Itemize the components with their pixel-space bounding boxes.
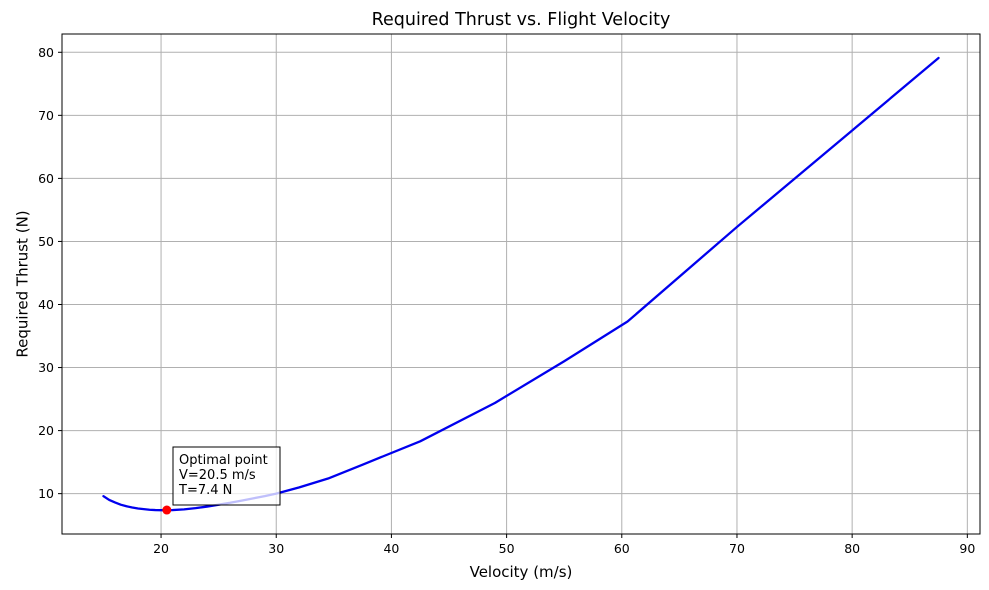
y-tick-label: 80: [38, 45, 54, 60]
annotation-text-line: Optimal point: [179, 453, 268, 468]
x-axis-label: Velocity (m/s): [470, 563, 573, 581]
grid: [62, 34, 980, 534]
chart-title: Required Thrust vs. Flight Velocity: [372, 10, 671, 30]
x-tick-label: 30: [268, 541, 284, 556]
y-axis-label: Required Thrust (N): [13, 210, 31, 357]
x-tick-label: 50: [499, 541, 515, 556]
thrust-curve: [102, 56, 940, 512]
x-tick-label: 60: [614, 541, 630, 556]
y-tick-label: 40: [38, 297, 54, 312]
x-tick-label: 40: [383, 541, 399, 556]
annotation-box: [172, 446, 281, 506]
annotation-text-line: T=7.4 N: [178, 483, 232, 498]
y-tick-label: 50: [38, 234, 54, 249]
x-tick-label: 90: [959, 541, 975, 556]
y-tick-label: 60: [38, 171, 54, 186]
y-tick-label: 30: [38, 360, 54, 375]
plot-frame: [61, 33, 981, 535]
series-layer: [102, 56, 940, 512]
y-tick-label: 10: [38, 486, 54, 501]
y-tick-label: 20: [38, 423, 54, 438]
annotation-text-line: V=20.5 m/s: [179, 468, 256, 483]
optimal-point-marker: [162, 505, 172, 515]
ticks: 20 30 40 50 60 70 80 90 10 20 30 40 50 60 70 80: [38, 45, 975, 556]
x-tick-label: 80: [844, 541, 860, 556]
y-tick-label: 70: [38, 108, 54, 123]
marker-layer: [162, 505, 172, 515]
x-tick-label: 20: [153, 541, 169, 556]
x-tick-label: 70: [729, 541, 745, 556]
